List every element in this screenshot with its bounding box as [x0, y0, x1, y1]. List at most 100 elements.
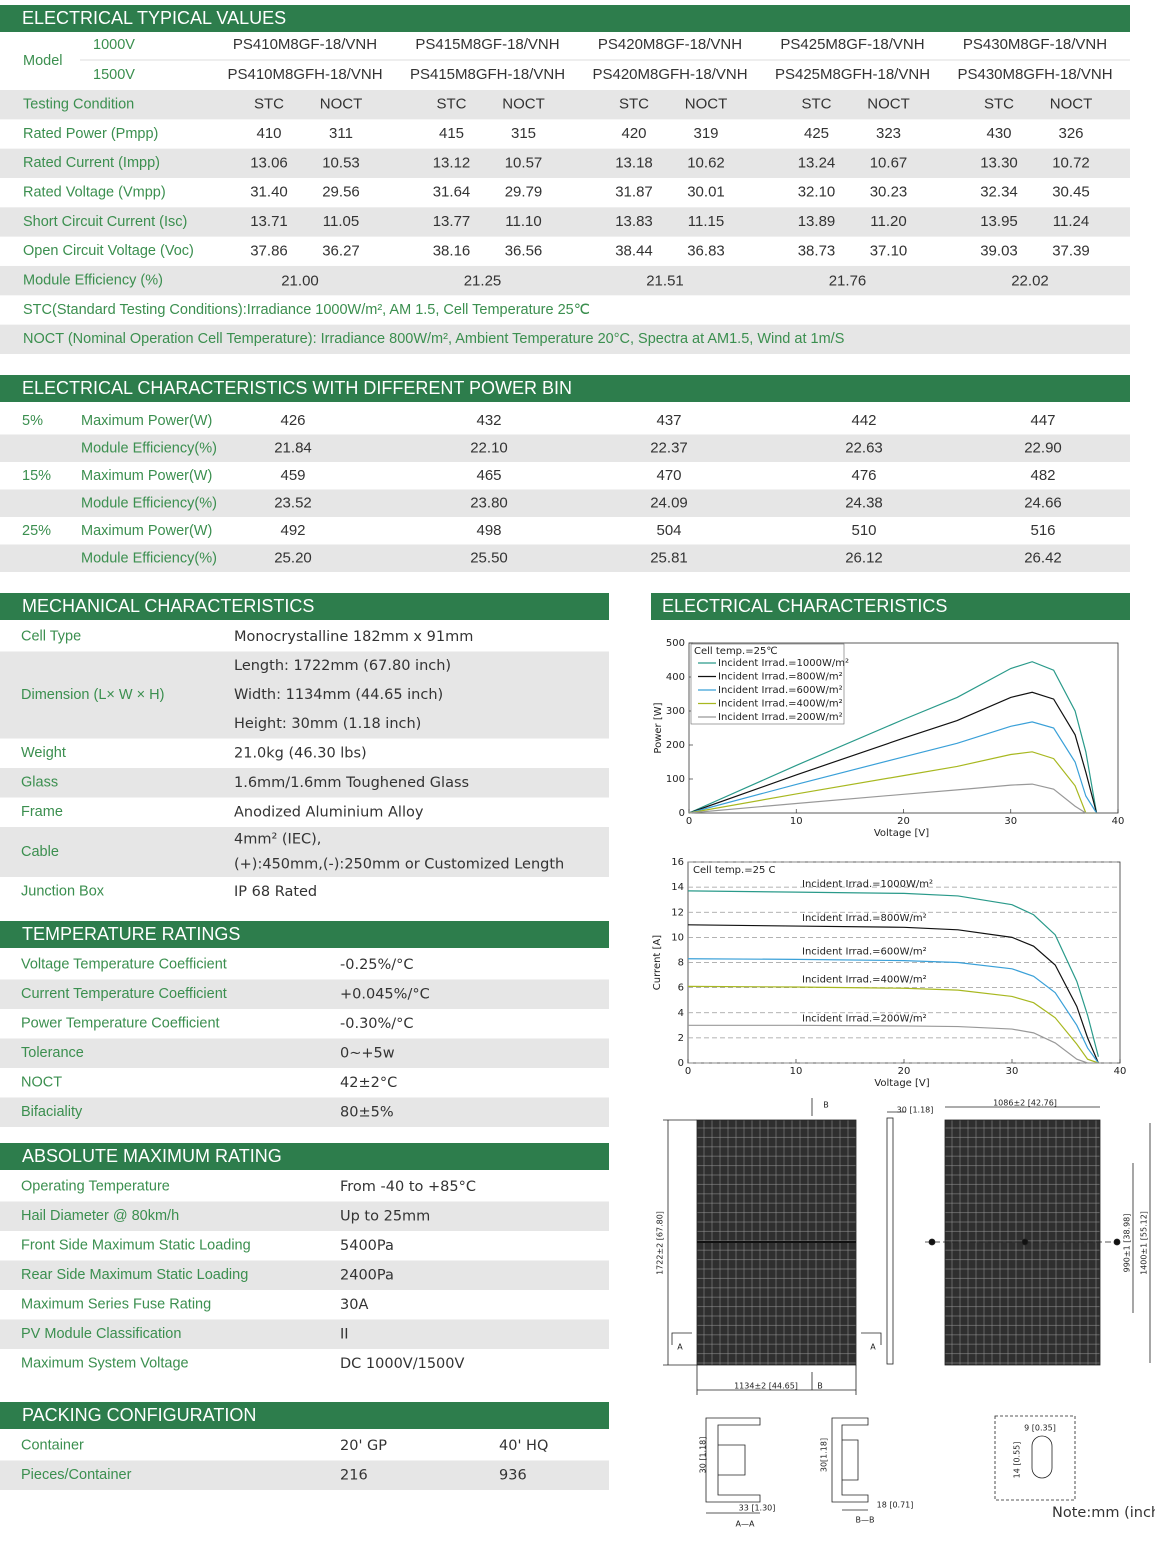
dimension-label: 14 [0.55] — [1013, 1442, 1022, 1479]
x-tick-label: 40 — [1112, 816, 1125, 827]
cell: 29.56 — [322, 184, 360, 201]
x-tick-label: 40 — [1114, 1066, 1127, 1077]
cell: 25.50 — [470, 549, 508, 566]
cell: IP 68 Rated — [234, 884, 317, 900]
section-title: ABSOLUTE MAXIMUM RATING — [22, 1146, 282, 1166]
cell: From -40 to +85°C — [340, 1179, 476, 1195]
row-label: Maximum Power(W) — [81, 523, 212, 539]
cell: 32.34 — [980, 184, 1018, 201]
section-bar — [0, 593, 609, 620]
cell: 311 — [329, 125, 353, 142]
row-label: Open Circuit Voltage (Voc) — [23, 243, 194, 259]
cell: 24.66 — [1024, 494, 1062, 511]
cell: 420 — [621, 125, 646, 142]
row-label: Tolerance — [21, 1045, 84, 1061]
row-band — [0, 979, 609, 1009]
cell: STC — [437, 96, 467, 113]
hole-detail — [994, 1415, 1076, 1501]
hole — [1113, 1238, 1121, 1246]
cell: 432 — [476, 412, 501, 429]
note: STC(Standard Testing Conditions):Irradia… — [23, 302, 590, 318]
row-label: Cable — [21, 844, 59, 860]
dimension-label: 1086±2 [42.76] — [993, 1099, 1057, 1108]
cell: 21.76 — [829, 273, 867, 290]
cell: 11.20 — [870, 213, 906, 230]
cell: 30.23 — [870, 184, 908, 201]
row-label: PV Module Classification — [21, 1326, 181, 1342]
x-tick-label: 10 — [790, 816, 803, 827]
dimension-label: B — [823, 1101, 829, 1110]
dimension-label: 990±1 [38.98] — [1123, 1214, 1132, 1273]
row-band — [0, 148, 1130, 178]
cell: 31.64 — [433, 184, 471, 201]
cell: 426 — [280, 412, 305, 429]
cell: +0.045%/°C — [340, 986, 430, 1002]
row-band — [0, 1201, 609, 1231]
y-tick-label: 500 — [666, 638, 685, 649]
cell: Length: 1722mm (67.80 inch) — [234, 658, 451, 674]
cell: 42±2°C — [340, 1075, 397, 1091]
section-title: PACKING CONFIGURATION — [22, 1405, 256, 1425]
cell: 476 — [851, 467, 876, 484]
cell: 4mm² (IEC), — [234, 832, 321, 848]
cell: DC 1000V/1500V — [340, 1356, 465, 1372]
x-tick-label: 20 — [898, 1066, 911, 1077]
section-bar — [0, 5, 1130, 32]
cell: 25.81 — [650, 549, 688, 566]
y-tick-label: 10 — [671, 932, 684, 943]
model-name: PS420M8GF-18/VNH — [598, 36, 742, 53]
voltage-label: 1500V — [93, 67, 135, 83]
cell: 10.53 — [322, 154, 360, 171]
cell: 32.10 — [798, 184, 836, 201]
y-tick-label: 300 — [666, 706, 685, 717]
cell: NOCT — [320, 96, 363, 113]
row-label: Rated Current (Impp) — [23, 155, 160, 171]
cell: Width: 1134mm (44.65 inch) — [234, 687, 443, 703]
row-label: Module Efficiency(%) — [81, 495, 217, 511]
legend-label: Incident Irrad.=1000W/m² — [718, 658, 849, 669]
y-tick-label: 14 — [671, 882, 684, 893]
model-name: PS430M8GF-18/VNH — [963, 36, 1107, 53]
side-view — [886, 1117, 894, 1365]
y-tick-label: 16 — [671, 857, 684, 868]
row-label: Short Circuit Current (Isc) — [23, 214, 187, 230]
section-arrow — [671, 1332, 692, 1345]
hole — [1021, 1238, 1029, 1246]
cell: 11.15 — [688, 213, 724, 230]
section-title: MECHANICAL CHARACTERISTICS — [22, 596, 314, 616]
row-label: Container — [21, 1438, 84, 1454]
cell: 410 — [256, 125, 281, 142]
row-band — [0, 1460, 609, 1490]
row-band — [0, 768, 609, 798]
cell: 516 — [1030, 522, 1055, 539]
cell: 492 — [280, 522, 305, 539]
row-label: Rear Side Maximum Static Loading — [21, 1267, 248, 1283]
cell: 23.52 — [274, 494, 312, 511]
section-bar — [0, 1143, 609, 1170]
row-label: Rated Power (Pmpp) — [23, 126, 158, 142]
cell: 425 — [804, 125, 829, 142]
cell: 11.05 — [323, 213, 359, 230]
section-bar — [0, 1402, 609, 1429]
curve-label: Incident Irrad.=1000W/m² — [802, 879, 933, 890]
y-tick-label: 6 — [678, 983, 684, 994]
cell: 30.45 — [1052, 184, 1090, 201]
cell: 40' HQ — [499, 1438, 548, 1454]
dimension-label: 1400±1 [55.12] — [1140, 1211, 1149, 1275]
cell: 21.00 — [281, 273, 319, 290]
cell: 498 — [476, 522, 501, 539]
hole — [928, 1238, 936, 1246]
legend-label: Incident Irrad.=200W/m² — [718, 712, 843, 723]
cell: 26.12 — [845, 549, 883, 566]
y-axis-label: Power [W] — [653, 702, 664, 753]
cell: 415 — [439, 125, 464, 142]
row-band — [0, 90, 1130, 120]
y-tick-label: 0 — [679, 808, 685, 819]
cell: 24.38 — [845, 494, 883, 511]
cell: NOCT — [502, 96, 545, 113]
voltage-label: 1000V — [93, 37, 135, 53]
model-name: PS410M8GF-18/VNH — [233, 36, 377, 53]
cell: 319 — [693, 125, 718, 142]
row-label: Pieces/Container — [21, 1467, 132, 1483]
